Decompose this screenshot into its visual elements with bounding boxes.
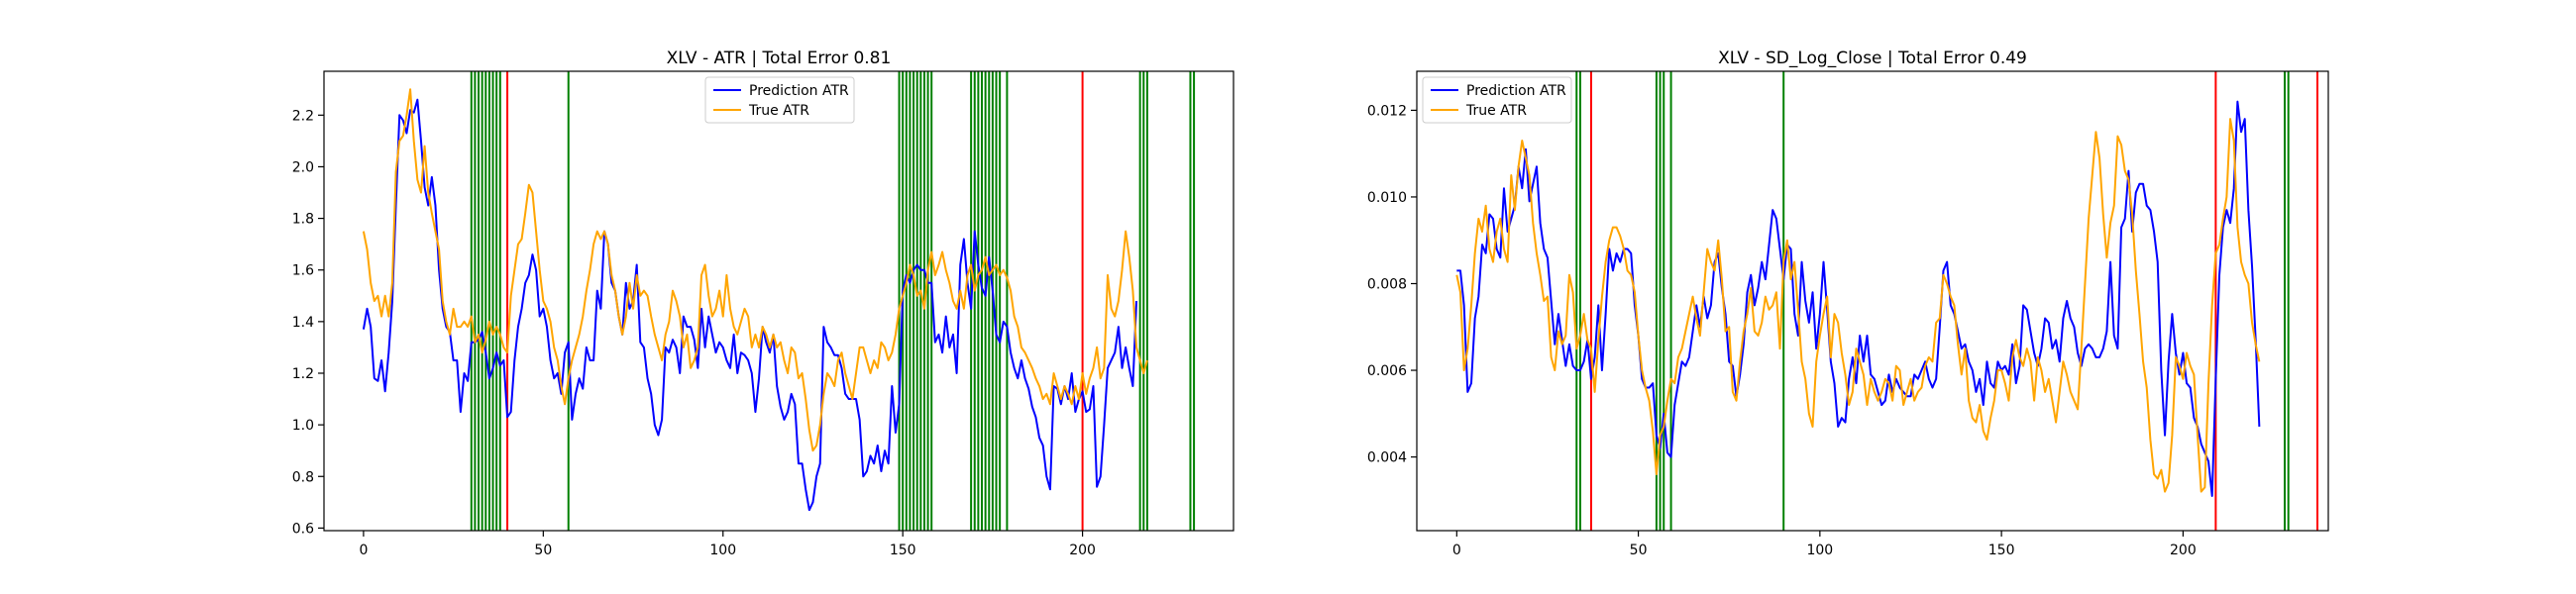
prediction-line-sd-log-close — [1456, 100, 2261, 497]
chart-atr-legend: Prediction ATR True ATR — [704, 76, 855, 124]
x-tick-label: 0 — [1452, 543, 1461, 558]
y-tick-label: 1.0 — [292, 418, 314, 434]
x-tick-label: 50 — [534, 543, 552, 558]
y-tick-label: 1.8 — [292, 212, 314, 228]
x-tick-label: 50 — [1630, 543, 1648, 558]
x-tick-label: 200 — [2170, 543, 2197, 558]
y-tick-label: 0.006 — [1367, 363, 1407, 379]
x-tick-label: 150 — [1988, 543, 2015, 558]
y-tick-label: 0.010 — [1367, 190, 1407, 206]
chart-sd-log-close-title: XLV - SD_Log_Close | Total Error 0.49 — [1718, 49, 2027, 68]
x-tick-label: 100 — [709, 543, 736, 558]
true-line-atr — [362, 88, 1148, 452]
y-tick-label: 2.2 — [292, 108, 314, 124]
x-tick-label: 200 — [1069, 543, 1096, 558]
x-tick-label: 100 — [1806, 543, 1833, 558]
y-tick-label: 0.012 — [1367, 103, 1407, 119]
chart-sd-log-close-legend-box — [1422, 76, 1572, 124]
y-tick-label: 0.8 — [292, 469, 314, 485]
prediction-line-atr — [362, 98, 1138, 512]
chart-atr: XLV - ATR | Total Error 0.81 0 50 100 150 20… — [292, 49, 1234, 558]
chart-sd-log-close: XLV - SD_Log_Close | Total Error 0.49 0 5… — [1367, 49, 2329, 558]
y-tick-label: 0.008 — [1367, 276, 1407, 292]
y-tick-label: 1.2 — [292, 366, 314, 382]
legend-label-true-atr: True ATR — [748, 103, 809, 119]
chart-atr-title: XLV - ATR | Total Error 0.81 — [667, 49, 892, 68]
x-tick-label: 0 — [359, 543, 368, 558]
chart-atr-series — [362, 88, 1148, 512]
legend-label-true-atr: True ATR — [1465, 103, 1527, 119]
y-tick-label: 2.0 — [292, 159, 314, 175]
y-tick-label: 1.4 — [292, 315, 314, 331]
chart-sd-log-close-series — [1455, 100, 2261, 497]
chart-sd-log-close-legend: Prediction ATR True ATR — [1422, 76, 1572, 124]
chart-atr-x-axis: 0 50 100 150 200 — [359, 531, 1096, 558]
chart-atr-legend-box — [704, 76, 855, 124]
chart-sd-log-close-frame — [1416, 70, 2329, 532]
y-tick-label: 0.004 — [1367, 450, 1407, 466]
chart-atr-vlines — [470, 71, 1196, 531]
chart-sd-log-close-vlines — [1575, 71, 2319, 531]
chart-atr-y-axis: 0.6 0.8 1.0 1.2 1.4 1.6 1.8 2.0 2.2 — [292, 108, 324, 537]
chart-sd-log-close-y-axis: 0.004 0.006 0.008 0.010 0.012 — [1367, 103, 1417, 466]
y-tick-label: 1.6 — [292, 263, 314, 279]
legend-label-prediction-atr: Prediction ATR — [1466, 83, 1566, 99]
true-line-sd-log-close — [1455, 118, 2261, 493]
x-tick-label: 150 — [890, 543, 916, 558]
y-tick-label: 0.6 — [292, 521, 314, 537]
chart-sd-log-close-x-axis: 0 50 100 150 200 — [1452, 531, 2197, 558]
legend-label-prediction-atr: Prediction ATR — [749, 83, 849, 99]
chart-atr-frame — [323, 70, 1234, 532]
